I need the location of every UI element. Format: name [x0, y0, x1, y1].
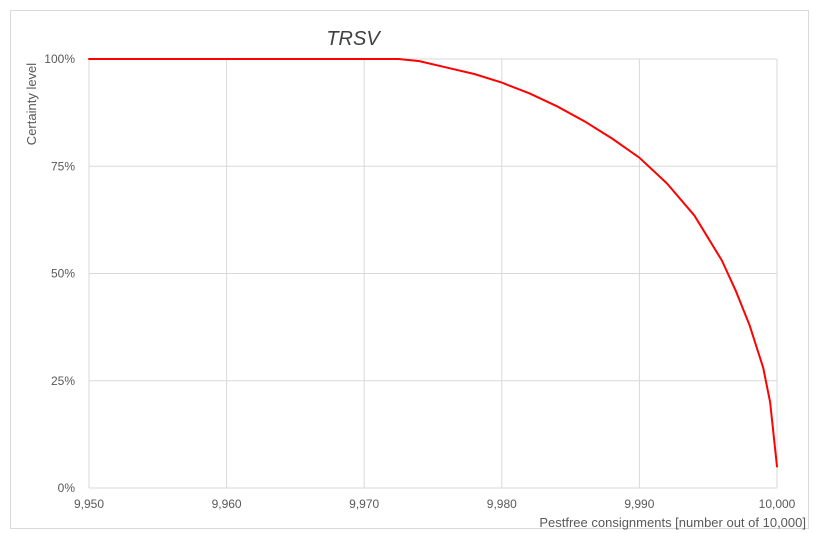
series-group	[88, 58, 778, 468]
x-axis-title: Pestfree consignments [number out of 10,…	[539, 515, 806, 530]
x-tick-label: 9,960	[212, 497, 242, 511]
horizontal-gridlines	[89, 58, 777, 489]
x-tick-label: 10,000	[759, 497, 796, 511]
y-axis-title: Certainty level	[24, 63, 39, 145]
x-tick-label: 9,950	[74, 497, 104, 511]
vertical-gridlines	[88, 59, 778, 488]
x-tick-labels: 9,950 9,960 9,970 9,980 9,990 10,000	[74, 497, 796, 511]
x-tick-label: 9,990	[624, 497, 654, 511]
x-tick-label: 9,980	[487, 497, 517, 511]
y-tick-labels: 0% 25% 50% 75% 100%	[44, 52, 75, 495]
y-tick-label: 50%	[51, 267, 75, 281]
y-tick-label: 0%	[58, 481, 76, 495]
chart-frame	[10, 10, 809, 529]
y-tick-label: 75%	[51, 159, 75, 173]
x-tick-label: 9,970	[349, 497, 379, 511]
series-line	[88, 58, 778, 468]
y-tick-label: 100%	[44, 52, 75, 66]
y-tick-label: 25%	[51, 374, 75, 388]
chart-title: TRSV	[326, 28, 381, 50]
